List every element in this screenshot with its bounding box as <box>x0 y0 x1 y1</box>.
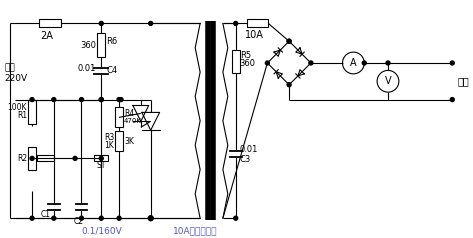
Bar <box>97 33 105 57</box>
Circle shape <box>362 61 366 65</box>
Bar <box>246 20 268 27</box>
Circle shape <box>52 216 56 220</box>
Text: R2: R2 <box>17 154 27 163</box>
Circle shape <box>287 39 291 43</box>
Circle shape <box>234 216 238 220</box>
Circle shape <box>117 216 121 220</box>
Text: 输出: 输出 <box>457 76 469 86</box>
Bar <box>94 155 108 161</box>
Bar <box>28 147 36 170</box>
Bar <box>115 131 123 151</box>
Circle shape <box>99 98 103 102</box>
Circle shape <box>30 216 34 220</box>
Text: C3: C3 <box>240 155 251 164</box>
Bar <box>115 108 123 127</box>
Circle shape <box>30 98 34 102</box>
Text: 3K: 3K <box>124 137 134 146</box>
Circle shape <box>450 98 454 102</box>
Text: 0.01: 0.01 <box>78 64 96 73</box>
Text: R5: R5 <box>240 51 251 60</box>
Text: R3: R3 <box>104 133 114 142</box>
Bar <box>232 50 240 73</box>
Circle shape <box>119 98 123 102</box>
Circle shape <box>149 216 153 220</box>
Text: 470K: 470K <box>124 118 142 124</box>
Text: 2A: 2A <box>41 31 53 41</box>
Circle shape <box>386 61 390 65</box>
Circle shape <box>287 39 291 43</box>
Circle shape <box>79 216 83 220</box>
Text: C1: C1 <box>41 210 51 219</box>
Text: A: A <box>350 58 357 68</box>
Circle shape <box>309 61 313 65</box>
Circle shape <box>149 21 153 25</box>
Bar <box>28 100 36 124</box>
Text: 0.01: 0.01 <box>240 145 258 154</box>
Circle shape <box>148 216 153 221</box>
Bar <box>37 155 54 161</box>
Text: 360: 360 <box>80 41 96 50</box>
Circle shape <box>52 98 56 102</box>
Circle shape <box>265 61 269 65</box>
Text: C2: C2 <box>73 217 84 226</box>
Circle shape <box>99 216 103 220</box>
Text: R4: R4 <box>124 109 134 118</box>
Text: 360: 360 <box>240 59 256 68</box>
Text: V: V <box>385 76 391 86</box>
Text: 输入
220V: 输入 220V <box>4 63 27 83</box>
Text: ST: ST <box>96 161 106 170</box>
Circle shape <box>450 61 454 65</box>
Text: R6: R6 <box>106 37 117 46</box>
Text: C4: C4 <box>106 66 117 75</box>
Circle shape <box>287 83 291 87</box>
Text: 100K: 100K <box>8 104 27 113</box>
Text: 1K: 1K <box>105 141 114 149</box>
Bar <box>39 20 61 27</box>
Text: 10A: 10A <box>245 30 264 40</box>
Circle shape <box>234 21 238 25</box>
Text: 0.1/160V: 0.1/160V <box>81 226 122 235</box>
Circle shape <box>99 98 103 102</box>
Text: 10A双向可控硒: 10A双向可控硒 <box>173 226 218 235</box>
Circle shape <box>79 98 83 102</box>
Circle shape <box>73 156 77 160</box>
Circle shape <box>117 98 121 102</box>
Text: R1: R1 <box>17 111 27 120</box>
Circle shape <box>99 156 103 160</box>
Circle shape <box>99 21 103 25</box>
Circle shape <box>30 156 34 160</box>
